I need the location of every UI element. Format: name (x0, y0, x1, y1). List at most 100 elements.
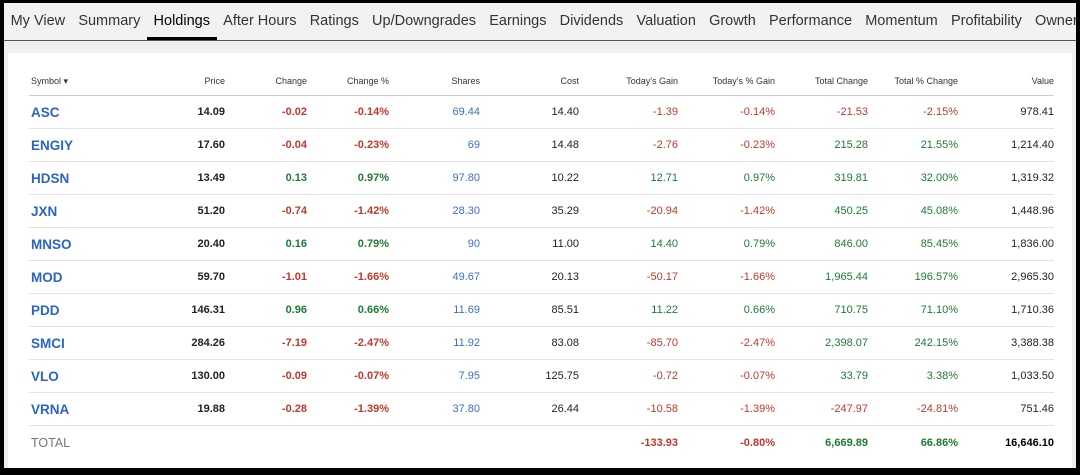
change-cell: 0.96 (225, 293, 307, 327)
todays-gain-pct-cell: -1.42% (678, 194, 775, 228)
shares-cell: 11.92 (389, 326, 480, 360)
tab-momentum[interactable]: Momentum (865, 13, 938, 29)
column-header-symbol[interactable]: Symbol ▾ (29, 67, 129, 96)
tab-profitability[interactable]: Profitability (950, 13, 1022, 29)
price-cell: 20.40 (129, 227, 225, 261)
column-header-total-change[interactable]: Total Change (775, 67, 868, 96)
change-pct-cell: -1.66% (307, 260, 389, 294)
tab-ownership[interactable]: Ownership (1035, 13, 1076, 29)
symbol-link[interactable]: ENGIY (29, 128, 129, 162)
symbol-link[interactable]: PDD (29, 293, 129, 327)
column-header-todays-gain[interactable]: Today's Gain (579, 67, 678, 96)
cost-cell: 20.13 (480, 260, 579, 294)
tab-earnings[interactable]: Earnings (489, 13, 547, 29)
tab-growth[interactable]: Growth (709, 13, 756, 29)
total-change-pct-cell: -24.81% (868, 392, 958, 426)
column-header-total-change-pct[interactable]: Total % Change (868, 67, 958, 96)
change-cell: 0.13 (225, 161, 307, 195)
total-todays-gain: -133.93 (640, 437, 678, 449)
table-row[interactable]: MNSO 20.40 0.16 0.79% 90 11.00 14.40 0.79% 846.0… (29, 227, 1054, 261)
value-cell: 978.41 (958, 95, 1054, 129)
table-row[interactable]: ASC 14.09 -0.02 -0.14% 69.44 14.40 -1.39 -0.14%… (29, 95, 1054, 129)
total-todays-gain-pct: -0.80% (740, 437, 775, 449)
cost-cell: 14.48 (480, 128, 579, 162)
symbol-link[interactable]: JXN (29, 194, 129, 228)
holdings-table: Symbol ▾ Price Change Change % Shares Co… (29, 67, 1054, 460)
symbol-link[interactable]: VRNA (29, 392, 129, 426)
shares-cell: 90 (389, 227, 480, 261)
total-row: TOTAL -133.93 -0.80% 6,669.89 66.86% 16,… (29, 426, 1054, 461)
tab-summary[interactable]: Summary (78, 13, 141, 29)
total-change-cell: 846.00 (775, 227, 868, 261)
table-row[interactable]: VRNA 19.88 -0.28 -1.39% 37.80 26.44 -10.58 -1.3… (29, 392, 1054, 426)
table-row[interactable]: SMCI 284.26 -7.19 -2.47% 11.92 83.08 -85.70 -2.… (29, 326, 1054, 360)
shares-cell: 28.30 (389, 194, 480, 228)
todays-gain-cell: -0.72 (579, 359, 678, 393)
todays-gain-pct-cell: -2.47% (678, 326, 775, 360)
price-cell: 17.60 (129, 128, 225, 162)
table-row[interactable]: VLO 130.00 -0.09 -0.07% 7.95 125.75 -0.72 -0.07… (29, 359, 1054, 393)
value-cell: 1,710.36 (958, 293, 1054, 327)
change-cell: -0.28 (225, 392, 307, 426)
total-change-cell: 215.28 (775, 128, 868, 162)
total-change-cell: -247.97 (775, 392, 868, 426)
todays-gain-cell: 12.71 (579, 161, 678, 195)
value-cell: 1,836.00 (958, 227, 1054, 261)
total-change-pct-cell: 85.45% (868, 227, 958, 261)
total-label: TOTAL (31, 436, 71, 450)
total-change-pct-cell: 32.00% (868, 161, 958, 195)
symbol-link[interactable]: SMCI (29, 326, 129, 360)
symbol-link[interactable]: MNSO (29, 227, 129, 261)
shares-cell: 97.80 (389, 161, 480, 195)
cost-cell: 85.51 (480, 293, 579, 327)
total-total-change: 6,669.89 (825, 437, 868, 449)
cost-cell: 26.44 (480, 392, 579, 426)
table-row[interactable]: MOD 59.70 -1.01 -1.66% 49.67 20.13 -50.17 -1.66… (29, 260, 1054, 294)
todays-gain-pct-cell: 0.66% (678, 293, 775, 327)
symbol-link[interactable]: ASC (29, 95, 129, 129)
column-header-shares[interactable]: Shares (389, 67, 480, 96)
change-cell: -7.19 (225, 326, 307, 360)
table-row[interactable]: PDD 146.31 0.96 0.66% 11.69 85.51 11.22 0.66% 71… (29, 293, 1054, 327)
table-row[interactable]: ENGIY 17.60 -0.04 -0.23% 69 14.48 -2.76 -0.23% 2… (29, 128, 1054, 162)
tab-bar: My View Summary Holdings After Hours Ratings… (4, 3, 1076, 41)
tab-after-hours[interactable]: After Hours (223, 13, 297, 29)
tab-up-downgrades[interactable]: Up/Downgrades (372, 13, 477, 29)
table-row[interactable]: JXN 51.20 -0.74 -1.42% 28.30 35.29 -20.94 -1.42… (29, 194, 1054, 228)
change-pct-cell: -1.42% (307, 194, 389, 228)
holdings-card: Symbol ▾ Price Change Change % Shares Co… (8, 53, 1072, 468)
tab-dividends[interactable]: Dividends (559, 13, 624, 29)
tab-valuation[interactable]: Valuation (636, 13, 696, 29)
tab-performance[interactable]: Performance (769, 13, 853, 29)
column-header-todays-gain-pct[interactable]: Today's % Gain (678, 67, 775, 96)
todays-gain-pct-cell: -1.39% (678, 392, 775, 426)
column-header-change[interactable]: Change (225, 67, 307, 96)
column-header-price[interactable]: Price (129, 67, 225, 96)
change-pct-cell: 0.97% (307, 161, 389, 195)
tab-holdings[interactable]: Holdings (146, 3, 217, 40)
column-header-value[interactable]: Value (958, 67, 1054, 96)
price-cell: 59.70 (129, 260, 225, 294)
total-change-pct-cell: 242.15% (868, 326, 958, 360)
shares-cell: 49.67 (389, 260, 480, 294)
value-cell: 1,448.96 (958, 194, 1054, 228)
table-row[interactable]: HDSN 13.49 0.13 0.97% 97.80 10.22 12.71 0.97% 31… (29, 161, 1054, 195)
value-cell: 1,033.50 (958, 359, 1054, 393)
tab-my-view[interactable]: My View (10, 13, 66, 29)
price-cell: 51.20 (129, 194, 225, 228)
symbol-link[interactable]: MOD (29, 260, 129, 294)
todays-gain-cell: -10.58 (579, 392, 678, 426)
column-header-cost[interactable]: Cost (480, 67, 579, 96)
column-header-change-pct[interactable]: Change % (307, 67, 389, 96)
todays-gain-cell: -85.70 (579, 326, 678, 360)
shares-cell: 69 (389, 128, 480, 162)
symbol-link[interactable]: VLO (29, 359, 129, 393)
change-pct-cell: -0.07% (307, 359, 389, 393)
total-change-cell: -21.53 (775, 95, 868, 129)
total-price (129, 426, 225, 461)
change-cell: -0.04 (225, 128, 307, 162)
todays-gain-pct-cell: -0.23% (678, 128, 775, 162)
symbol-link[interactable]: HDSN (29, 161, 129, 195)
tab-ratings[interactable]: Ratings (309, 13, 359, 29)
todays-gain-cell: -20.94 (579, 194, 678, 228)
